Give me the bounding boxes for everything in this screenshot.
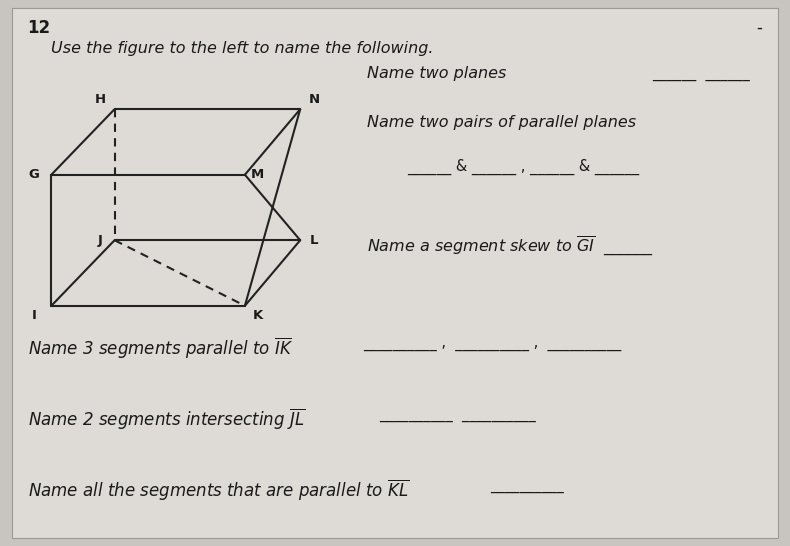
Text: ______  ______: ______ ______ [652, 66, 750, 80]
Text: I: I [32, 309, 36, 322]
Text: G: G [28, 168, 40, 181]
Text: __________: __________ [490, 478, 563, 492]
Text: __________  __________: __________ __________ [379, 407, 536, 422]
Text: Name two pairs of parallel planes: Name two pairs of parallel planes [367, 115, 637, 129]
Text: 12: 12 [28, 19, 51, 37]
Text: H: H [95, 93, 106, 106]
Text: Name a segment skew to $\overline{GI}$  ______: Name a segment skew to $\overline{GI}$ _… [367, 235, 654, 258]
Text: M: M [251, 168, 264, 181]
Text: N: N [309, 93, 320, 106]
Text: -: - [757, 19, 762, 37]
Text: K: K [253, 309, 262, 322]
Text: ______ & ______ , ______ & ______: ______ & ______ , ______ & ______ [407, 158, 639, 175]
Text: J: J [98, 234, 103, 247]
Text: Use the figure to the left to name the following.: Use the figure to the left to name the f… [51, 41, 434, 56]
Text: __________ ,  __________ ,  __________: __________ , __________ , __________ [363, 336, 622, 351]
Text: Name 2 segments intersecting $\overline{JL}$: Name 2 segments intersecting $\overline{… [28, 407, 305, 432]
Text: Name two planes: Name two planes [367, 66, 506, 80]
Text: L: L [310, 234, 318, 247]
Text: Name 3 segments parallel to $\overline{IK}$: Name 3 segments parallel to $\overline{I… [28, 336, 293, 361]
Text: Name all the segments that are parallel to $\overline{KL}$: Name all the segments that are parallel … [28, 478, 409, 503]
